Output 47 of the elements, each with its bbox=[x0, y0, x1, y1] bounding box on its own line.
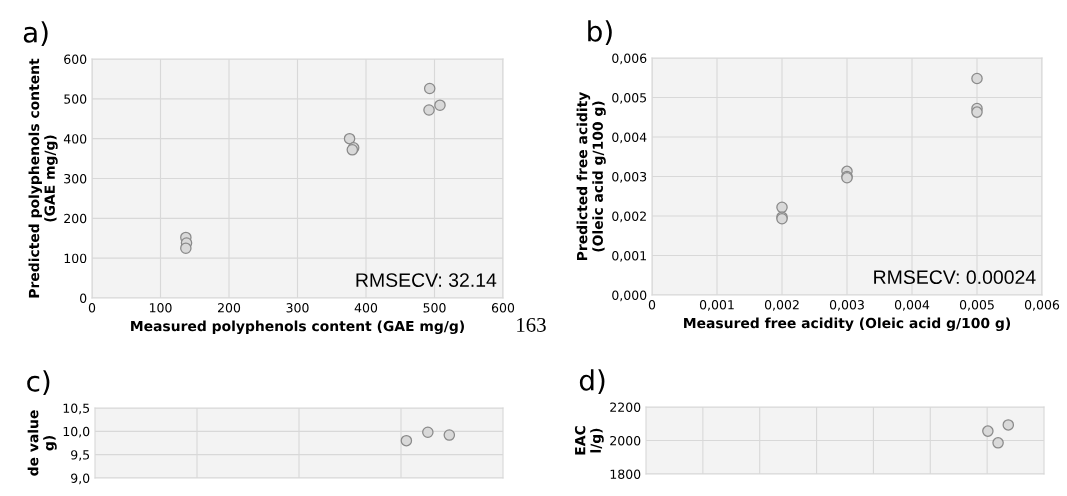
x-tick-label: 400 bbox=[354, 303, 378, 313]
y-tick-label: 0,000 bbox=[612, 290, 647, 302]
y-tick-label: 10,5 bbox=[63, 403, 90, 415]
x-tick-label: 300 bbox=[286, 303, 309, 313]
x-axis-title: Measured polyphenols content (GAE mg/g) bbox=[131, 320, 464, 335]
x-tick-label: 0,006 bbox=[1024, 300, 1060, 311]
y-tick-label: 300 bbox=[64, 173, 87, 184]
x-tick-label: 0,005 bbox=[959, 300, 994, 311]
annotation: RMSECV: 0.00024 bbox=[874, 270, 1036, 285]
y-axis-title: Predicted polyphenols content (GAE mg/g) bbox=[28, 58, 58, 298]
y-tick-label: 0,003 bbox=[612, 171, 647, 183]
x-tick-label: 0,004 bbox=[894, 300, 930, 311]
chart-title: d) bbox=[579, 369, 605, 394]
y-tick-label: 200 bbox=[64, 213, 87, 224]
y-tick-label: 0,005 bbox=[612, 92, 647, 104]
x-tick-label: 0,003 bbox=[829, 300, 864, 311]
x-tick-label: 100 bbox=[149, 303, 172, 313]
y-tick-label: 1800 bbox=[610, 469, 641, 479]
y-tick-label: 100 bbox=[64, 253, 87, 264]
y-tick-label: 10,0 bbox=[63, 426, 90, 438]
x-axis-title: Measured free acidity (Oleic acid g/100 g) bbox=[684, 317, 1011, 332]
y-tick-label: 9,0 bbox=[71, 473, 90, 485]
text: 163 bbox=[517, 317, 546, 332]
y-axis-title: Predicted free acidity (Oleic acid g/100 g) bbox=[576, 91, 606, 260]
chart-title: b) bbox=[588, 20, 612, 45]
y-tick-label: 2000 bbox=[610, 435, 641, 446]
y-tick-label: 0 bbox=[80, 293, 87, 303]
annotation: RMSECV: 32.14 bbox=[356, 273, 497, 287]
y-tick-label: 2200 bbox=[610, 402, 641, 412]
x-tick-label: 0,002 bbox=[764, 300, 799, 311]
y-tick-label: 0,001 bbox=[612, 250, 646, 262]
x-tick-label: 600 bbox=[491, 303, 515, 313]
chart-title: a) bbox=[23, 21, 48, 46]
y-tick-label: 0,002 bbox=[612, 211, 646, 223]
chart-title: c) bbox=[27, 370, 50, 395]
y-tick-label: 500 bbox=[64, 94, 87, 104]
x-tick-label: 0,001 bbox=[699, 300, 734, 311]
y-axis-title: de value g) bbox=[27, 410, 57, 476]
y-tick-label: 0,004 bbox=[612, 132, 647, 144]
x-tick-label: 200 bbox=[217, 303, 241, 313]
x-tick-label: 0 bbox=[648, 300, 656, 310]
y-tick-label: 600 bbox=[64, 54, 87, 64]
x-tick-label: 500 bbox=[423, 303, 446, 313]
y-axis-title: EAC l/g) bbox=[574, 426, 604, 455]
y-tick-label: 400 bbox=[63, 134, 87, 144]
y-tick-label: 0,006 bbox=[612, 53, 647, 65]
y-tick-label: 9,5 bbox=[71, 450, 90, 461]
